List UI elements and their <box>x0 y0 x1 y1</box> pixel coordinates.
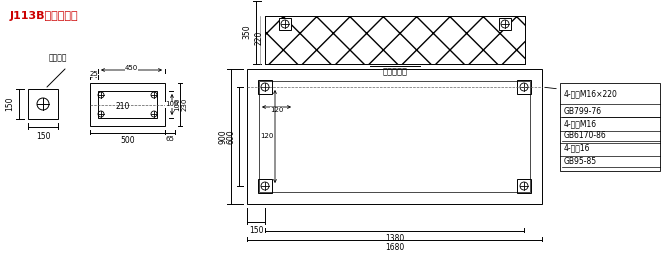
Text: 优质混凝土: 优质混凝土 <box>383 67 407 76</box>
Text: 230: 230 <box>182 98 188 111</box>
Text: 4-螺栓M16×220: 4-螺栓M16×220 <box>564 90 618 98</box>
Text: 100: 100 <box>165 101 179 107</box>
Text: 150: 150 <box>36 132 50 141</box>
Text: 1680: 1680 <box>385 243 404 252</box>
Bar <box>265 16 525 64</box>
Bar <box>517 179 531 193</box>
Text: 电源进口: 电源进口 <box>49 53 67 62</box>
Text: GB95-85: GB95-85 <box>564 158 597 167</box>
Bar <box>259 81 530 192</box>
Text: 500: 500 <box>120 136 135 145</box>
Text: 150: 150 <box>249 226 263 235</box>
Text: 600: 600 <box>226 129 235 144</box>
Bar <box>265 16 525 64</box>
Text: GB799-76: GB799-76 <box>564 107 602 116</box>
Bar <box>499 18 511 30</box>
Text: 4-螺母M16: 4-螺母M16 <box>564 119 597 129</box>
Bar <box>247 69 542 204</box>
Text: 65: 65 <box>165 136 174 142</box>
Bar <box>98 91 157 118</box>
Text: 1380: 1380 <box>385 234 404 243</box>
Bar <box>560 83 660 171</box>
Text: 450: 450 <box>125 65 138 71</box>
Bar <box>90 83 165 126</box>
Text: 25: 25 <box>90 71 98 77</box>
Text: 210: 210 <box>115 102 130 111</box>
Bar <box>279 18 291 30</box>
Text: 350: 350 <box>242 25 251 39</box>
Text: 100: 100 <box>174 98 180 111</box>
Text: 220: 220 <box>254 31 263 45</box>
Bar <box>517 80 531 94</box>
Text: 900: 900 <box>218 129 227 144</box>
Text: GB6170-86: GB6170-86 <box>564 132 607 141</box>
Text: J113B基础安装图: J113B基础安装图 <box>10 11 78 21</box>
Text: 120: 120 <box>270 107 283 113</box>
Text: 4-垫圈16: 4-垫圈16 <box>564 144 590 153</box>
Bar <box>258 80 272 94</box>
Text: 150: 150 <box>5 97 14 111</box>
Text: 120: 120 <box>261 133 273 139</box>
Bar <box>258 179 272 193</box>
Bar <box>28 89 58 119</box>
